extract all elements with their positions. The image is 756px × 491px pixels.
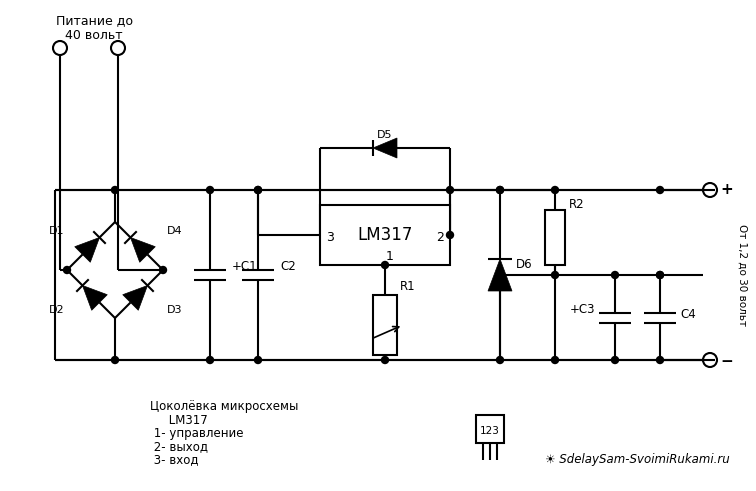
Text: ☀ SdelaySam-SvoimiRukami.ru: ☀ SdelaySam-SvoimiRukami.ru <box>545 454 730 466</box>
Text: LM317: LM317 <box>358 226 413 244</box>
Text: +C1: +C1 <box>232 261 258 273</box>
Bar <box>545 210 565 265</box>
Text: D6: D6 <box>516 257 533 271</box>
Circle shape <box>656 272 664 278</box>
Polygon shape <box>82 285 107 310</box>
Text: D5: D5 <box>377 130 393 140</box>
Text: Цоколёвка микросхемы: Цоколёвка микросхемы <box>150 400 299 413</box>
Text: Питание до
40 вольт: Питание до 40 вольт <box>55 14 132 42</box>
Circle shape <box>64 267 70 273</box>
Circle shape <box>382 356 389 363</box>
Circle shape <box>206 356 213 363</box>
Text: 1: 1 <box>386 250 394 264</box>
Circle shape <box>612 356 618 363</box>
Circle shape <box>497 187 503 193</box>
Text: +C3: +C3 <box>569 303 595 316</box>
Circle shape <box>160 267 166 273</box>
Bar <box>476 415 504 443</box>
Polygon shape <box>373 138 397 158</box>
Text: 123: 123 <box>480 426 500 436</box>
Text: 1- управление: 1- управление <box>150 427 243 440</box>
Circle shape <box>447 187 454 193</box>
Text: 3: 3 <box>326 230 334 244</box>
Circle shape <box>255 187 262 193</box>
Circle shape <box>111 356 119 363</box>
Text: 2- выход: 2- выход <box>150 440 208 453</box>
Circle shape <box>206 187 213 193</box>
Circle shape <box>382 262 389 269</box>
Circle shape <box>551 187 559 193</box>
Text: От 1,2 до 30 вольт: От 1,2 до 30 вольт <box>737 224 747 326</box>
Circle shape <box>656 187 664 193</box>
Bar <box>373 295 397 355</box>
Text: C2: C2 <box>280 261 296 273</box>
Text: R2: R2 <box>569 198 584 212</box>
Text: 2: 2 <box>436 230 444 244</box>
Circle shape <box>255 187 262 193</box>
Circle shape <box>497 272 503 278</box>
Polygon shape <box>488 259 512 291</box>
Circle shape <box>111 187 119 193</box>
Text: −: − <box>720 355 733 370</box>
Text: LM317: LM317 <box>150 414 208 427</box>
Bar <box>320 205 450 265</box>
Circle shape <box>497 187 503 193</box>
Circle shape <box>447 231 454 239</box>
Text: +: + <box>720 183 733 197</box>
Text: R1: R1 <box>400 280 416 294</box>
Text: D3: D3 <box>167 305 183 315</box>
Text: C4: C4 <box>680 308 696 321</box>
Polygon shape <box>75 238 100 262</box>
Text: D2: D2 <box>49 305 65 315</box>
Polygon shape <box>131 238 155 262</box>
Circle shape <box>551 356 559 363</box>
Text: D4: D4 <box>167 226 183 236</box>
Polygon shape <box>122 285 147 310</box>
Circle shape <box>551 272 559 278</box>
Text: D1: D1 <box>49 226 65 236</box>
Circle shape <box>656 272 664 278</box>
Circle shape <box>497 356 503 363</box>
Circle shape <box>255 356 262 363</box>
Circle shape <box>612 272 618 278</box>
Text: 3- вход: 3- вход <box>150 453 199 466</box>
Circle shape <box>656 356 664 363</box>
